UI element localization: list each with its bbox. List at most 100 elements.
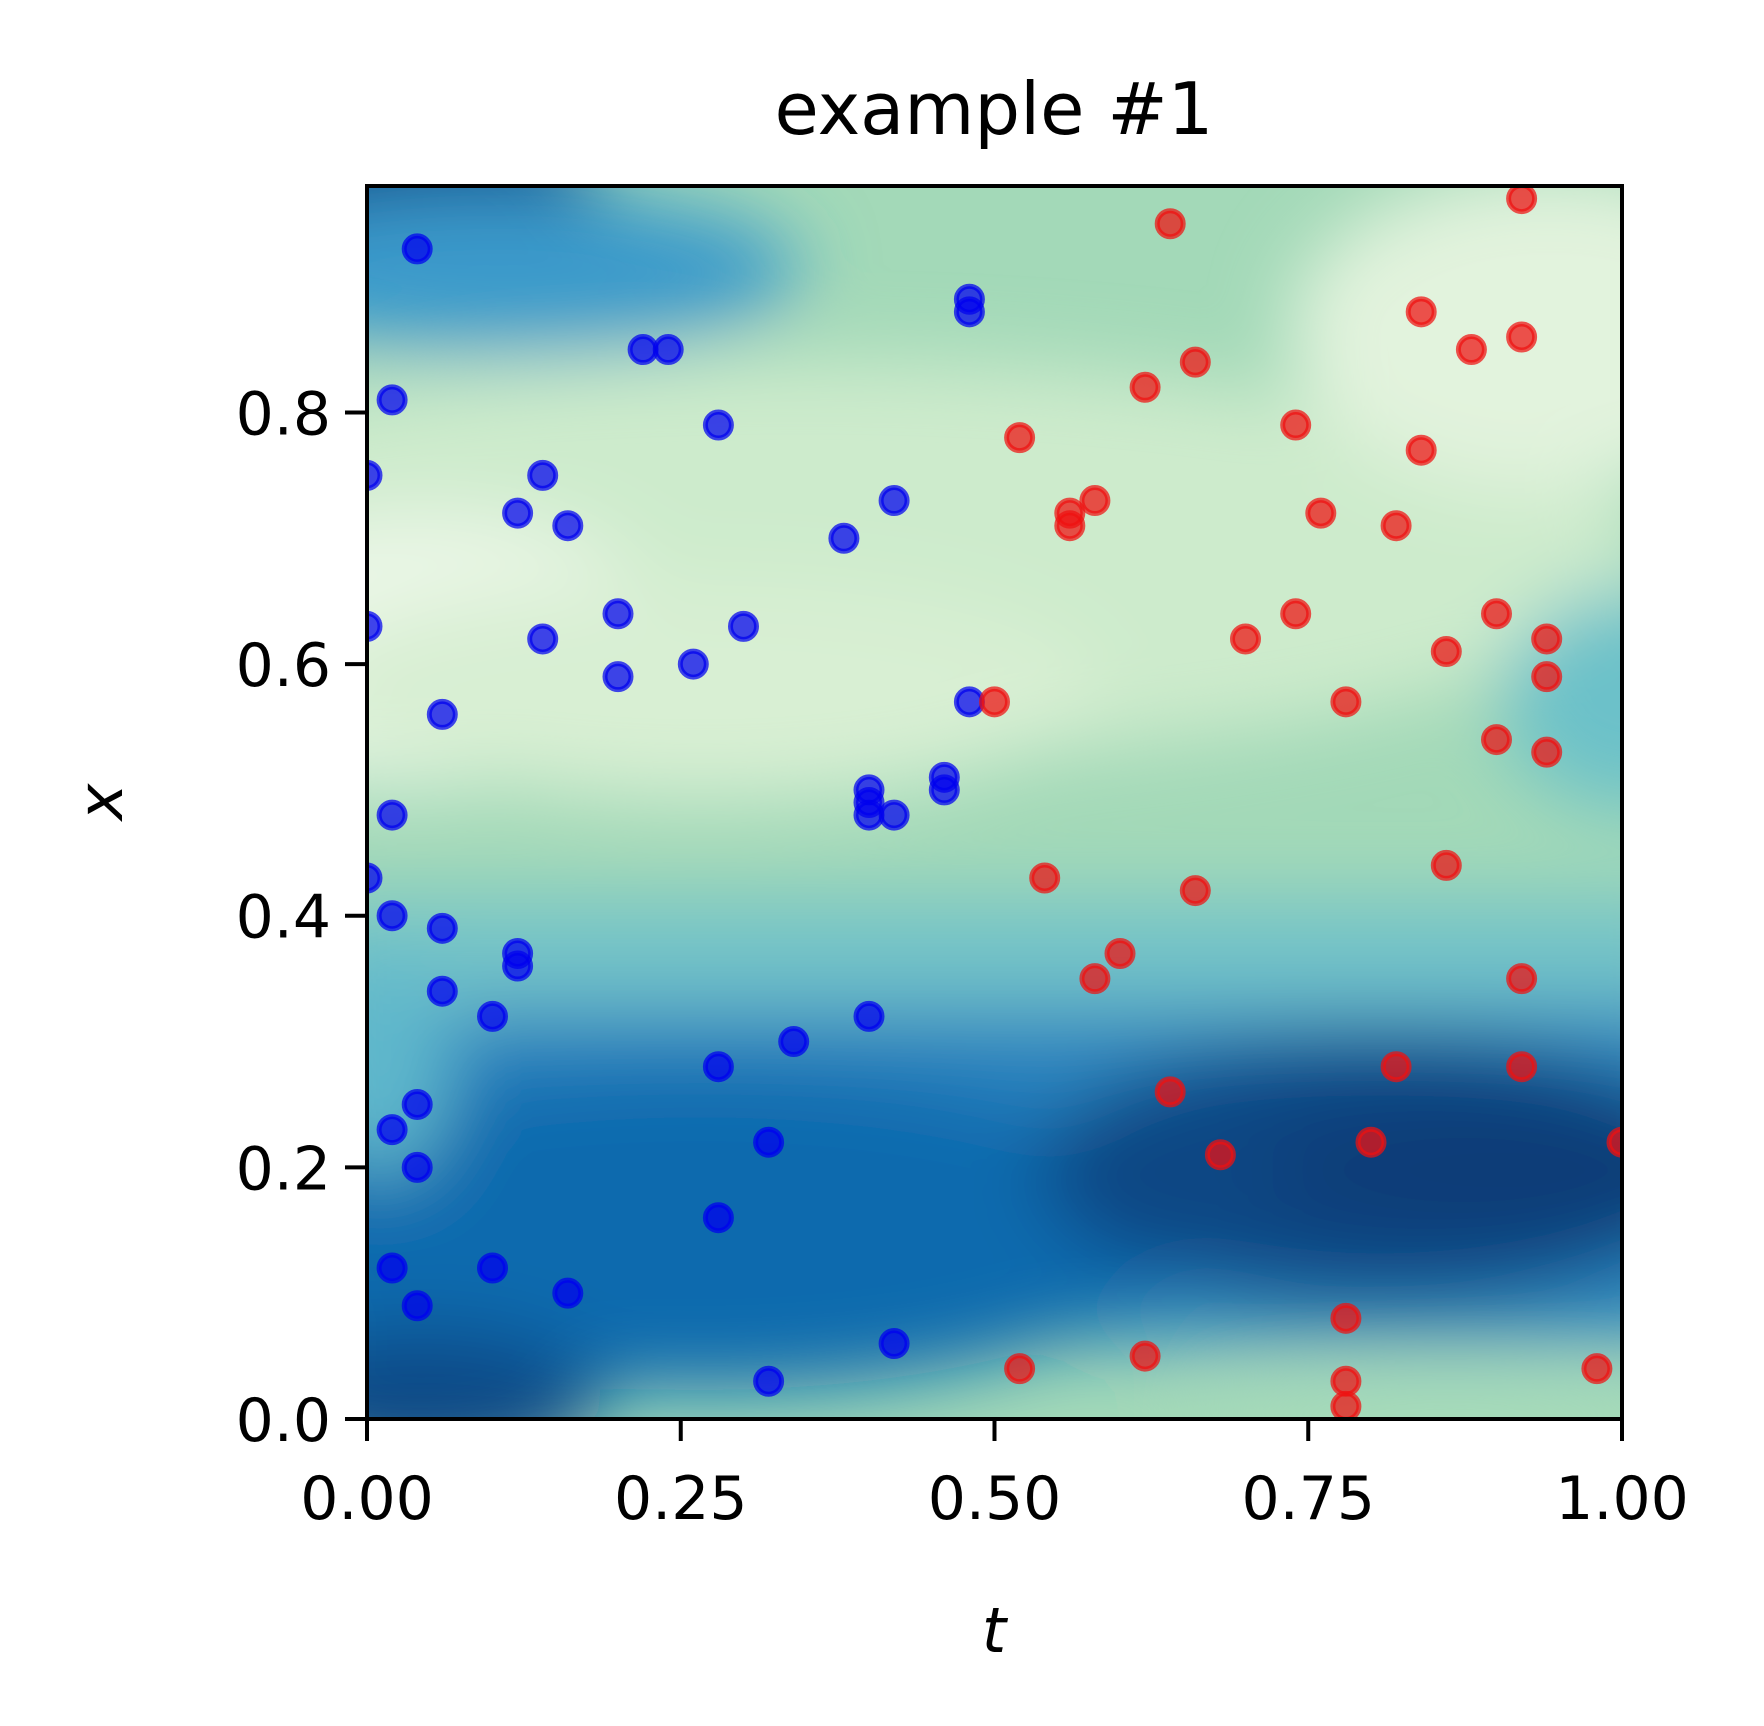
series-1-point-34 (1506, 186, 1538, 215)
series-1-point-20 (1330, 686, 1362, 718)
series-0-point-40 (853, 799, 885, 831)
series-0-point-29 (677, 648, 709, 680)
series-1-point-16 (1230, 623, 1261, 655)
series-1-point-10 (1129, 371, 1161, 403)
series-0-point-24 (627, 334, 659, 366)
series-0-point-20 (502, 950, 534, 982)
series-0-point-11 (376, 1114, 408, 1146)
series-0-point-23 (552, 1277, 584, 1309)
series-0-point-5 (376, 799, 408, 831)
scatter-points (367, 186, 1622, 1419)
series-1-point-28 (1405, 434, 1437, 466)
series-1-point-4 (1079, 485, 1111, 517)
series-1-point-22 (1330, 1365, 1362, 1397)
x-tick-label: 0.50 (928, 1464, 1062, 1534)
series-1-point-7 (1104, 937, 1136, 969)
series-1-point-35 (1506, 321, 1538, 353)
series-0-point-31 (702, 1051, 734, 1083)
series-1-point-37 (1506, 1051, 1538, 1083)
x-tick-label: 0.75 (1241, 1464, 1375, 1534)
series-0-point-42 (853, 1000, 885, 1032)
series-0-point-43 (878, 1328, 910, 1360)
y-axis-label: x (64, 782, 137, 822)
series-1-point-13 (1154, 1076, 1186, 1108)
series-0-point-10 (401, 1088, 433, 1120)
y-tick-label: 0.8 (236, 379, 331, 449)
series-1-point-3 (1054, 510, 1086, 542)
series-1-point-17 (1280, 409, 1312, 441)
series-1-point-12 (1179, 875, 1211, 907)
heatmap (367, 186, 1622, 1419)
y-tick-label: 0.2 (236, 1134, 331, 1204)
series-1-point-41 (1581, 1353, 1613, 1385)
series-1-point-5 (1029, 862, 1061, 894)
series-1-point-38 (1531, 623, 1563, 655)
series-0-point-17 (552, 510, 584, 542)
y-axis-ticks: 0.0 0.2 0.4 0.6 0.8 (236, 379, 367, 1456)
series-0-point-26 (702, 409, 734, 441)
series-1-point-9 (1154, 208, 1186, 240)
series-1-point-32 (1481, 598, 1512, 630)
x-tick-label: 0.00 (300, 1464, 434, 1534)
x-tick-label: 1.00 (1555, 1464, 1689, 1534)
series-0-point-30 (728, 610, 759, 642)
series-1-point-33 (1481, 724, 1512, 756)
series-1-point-23 (1330, 1390, 1362, 1419)
series-1-point-8 (1004, 1353, 1036, 1385)
series-0-point-27 (602, 598, 634, 630)
series-1-point-0 (979, 686, 1010, 718)
series-0-point-34 (753, 1126, 785, 1158)
series-0-point-15 (502, 497, 534, 529)
series-0-point-14 (401, 1290, 433, 1322)
series-0-point-12 (401, 1151, 433, 1183)
series-0-point-36 (828, 522, 860, 554)
series-1-point-29 (1430, 636, 1462, 668)
series-0-point-2 (367, 459, 383, 491)
series-1-point-18 (1280, 598, 1312, 630)
x-axis-label: t (982, 1594, 1009, 1667)
series-1-point-15 (1129, 1340, 1161, 1372)
series-0-point-4 (426, 698, 458, 730)
series-1-point-1 (1004, 422, 1036, 454)
series-0-point-16 (527, 459, 559, 491)
x-axis-ticks: 0.00 0.25 0.50 0.75 1.00 (300, 1419, 1689, 1534)
series-1-point-36 (1506, 963, 1538, 995)
series-1-point-21 (1330, 1302, 1362, 1334)
series-0-point-46 (953, 686, 985, 718)
series-1-point-42 (1606, 1126, 1622, 1158)
series-0-point-18 (527, 623, 559, 655)
series-0-point-7 (376, 900, 408, 932)
series-0-point-1 (376, 384, 408, 416)
series-0-point-37 (878, 485, 910, 517)
series-1-point-26 (1380, 1051, 1412, 1083)
series-0-point-28 (602, 661, 634, 693)
series-1-point-39 (1531, 661, 1563, 693)
series-1-point-6 (1079, 963, 1111, 995)
y-tick-label: 0.4 (236, 883, 331, 953)
series-0-point-45 (953, 296, 985, 328)
series-0-point-13 (376, 1252, 408, 1284)
series-0-point-8 (426, 912, 458, 944)
y-tick-label: 0.0 (236, 1386, 331, 1456)
y-tick-label: 0.6 (236, 631, 331, 701)
x-tick-label: 0.25 (614, 1464, 748, 1534)
series-0-point-32 (702, 1202, 734, 1234)
series-1-point-14 (1204, 1139, 1236, 1171)
series-1-point-24 (1355, 1126, 1387, 1158)
series-0-point-33 (778, 1026, 810, 1058)
series-1-point-31 (1455, 334, 1487, 366)
series-1-point-11 (1179, 346, 1211, 378)
chart-title: example #1 (775, 67, 1214, 151)
series-0-point-25 (652, 334, 684, 366)
series-0-point-6 (367, 862, 383, 894)
series-1-point-30 (1430, 849, 1462, 881)
series-0-point-0 (401, 233, 433, 265)
series-0-point-21 (477, 1000, 508, 1032)
series-1-point-19 (1305, 497, 1337, 529)
series-0-point-9 (426, 975, 458, 1007)
series-1-point-40 (1531, 736, 1563, 768)
series-0-point-48 (928, 774, 960, 806)
series-0-point-35 (753, 1365, 785, 1397)
series-1-point-27 (1405, 296, 1437, 328)
